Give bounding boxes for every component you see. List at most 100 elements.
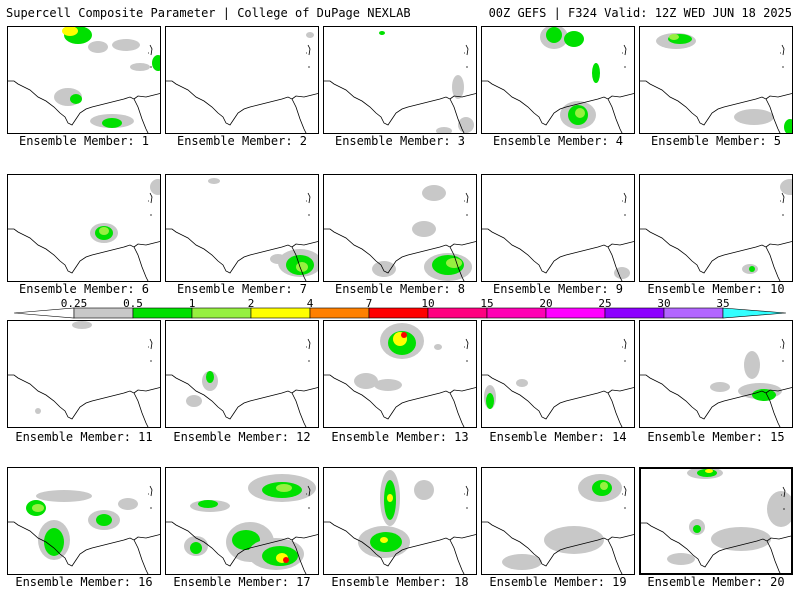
coastline xyxy=(622,485,627,509)
colorbar-tick-label: 7 xyxy=(365,297,373,310)
scp-field-map xyxy=(482,474,634,574)
ensemble-member-map-12 xyxy=(165,320,319,428)
colorbar-tick-label: 0.25 xyxy=(60,297,88,310)
coastline xyxy=(464,338,469,362)
scp-contour-fill xyxy=(118,498,138,510)
scp-contour-fill xyxy=(270,254,286,264)
scp-contour-fill xyxy=(575,108,585,118)
coastline xyxy=(482,374,623,427)
coastline xyxy=(766,535,791,542)
scp-field-map xyxy=(482,27,634,133)
scp-field-map xyxy=(324,185,476,281)
scp-contour-fill xyxy=(784,119,792,133)
coastline xyxy=(148,192,153,216)
ensemble-member-map-2 xyxy=(165,26,319,134)
coastline xyxy=(622,192,627,216)
scp-field-map xyxy=(8,321,160,427)
panel-label: Ensemble Member: 12 xyxy=(173,430,311,444)
coastline xyxy=(607,534,634,541)
ensemble-member-map-1 xyxy=(7,26,161,134)
scp-contour-fill xyxy=(401,332,407,338)
coastline xyxy=(133,93,160,100)
scp-contour-fill xyxy=(710,382,730,392)
scp-contour-fill xyxy=(372,261,396,277)
colorbar-tick-label: 25 xyxy=(598,297,612,310)
coastline xyxy=(449,241,476,248)
coastline xyxy=(449,387,476,394)
coastline xyxy=(607,241,634,248)
coastline xyxy=(641,522,781,573)
scp-field-map xyxy=(166,338,318,427)
ensemble-member-map-19 xyxy=(481,467,635,575)
scp-field-map xyxy=(166,178,318,281)
colorbar-tick-label: 15 xyxy=(480,297,494,310)
coastline xyxy=(622,338,627,362)
coastline xyxy=(148,485,153,509)
colorbar-segment xyxy=(545,307,606,319)
colorbar-tick-label: 2 xyxy=(247,297,255,310)
coastline xyxy=(482,521,623,574)
scp-contour-fill xyxy=(88,41,108,53)
scp-field-map xyxy=(8,27,160,133)
coastline xyxy=(640,80,781,133)
panel-label: Ensemble Member: 13 xyxy=(331,430,469,444)
scp-contour-fill xyxy=(306,32,314,38)
scp-field-map xyxy=(324,323,476,427)
scp-contour-fill xyxy=(614,267,630,279)
scp-contour-fill xyxy=(546,27,562,43)
colorbar-tick-label: 35 xyxy=(716,297,730,310)
ensemble-member-map-15 xyxy=(639,320,793,428)
colorbar-segment xyxy=(309,307,370,319)
coastline xyxy=(464,485,469,509)
scp-contour-fill xyxy=(72,321,92,329)
scp-contour-fill xyxy=(767,491,791,527)
scp-contour-fill xyxy=(592,63,600,83)
panel-label: Ensemble Member: 7 xyxy=(176,282,308,296)
ensemble-member-map-14 xyxy=(481,320,635,428)
scp-contour-fill xyxy=(693,525,701,533)
scp-contour-fill xyxy=(544,526,604,554)
scp-contour-fill xyxy=(32,504,44,512)
coastline xyxy=(780,338,785,362)
scp-contour-fill xyxy=(102,118,122,128)
colorbar-tick-label: 0.5 xyxy=(123,297,143,310)
scp-contour-fill xyxy=(374,379,402,391)
panel-label: Ensemble Member: 15 xyxy=(647,430,785,444)
coastline xyxy=(324,80,465,133)
coastline xyxy=(464,192,469,216)
scp-contour-fill xyxy=(283,557,289,563)
coastline xyxy=(133,387,160,394)
scp-contour-fill xyxy=(516,379,528,387)
colorbar-segment xyxy=(663,307,724,319)
panel-label: Ensemble Member: 19 xyxy=(489,575,627,589)
coastline xyxy=(640,374,781,427)
coastline xyxy=(482,228,623,281)
panel-label: Ensemble Member: 18 xyxy=(331,575,469,589)
panel-label: Ensemble Member: 2 xyxy=(176,134,308,148)
panel-label: Ensemble Member: 5 xyxy=(650,134,782,148)
panel-label: Ensemble Member: 1 xyxy=(18,134,150,148)
scp-field-map xyxy=(640,33,792,133)
colorbar-tick-label: 1 xyxy=(188,297,196,310)
scp-contour-fill xyxy=(446,258,462,268)
scp-field-map xyxy=(640,338,792,427)
scp-contour-fill xyxy=(130,63,150,71)
map-title: Supercell Composite Parameter | College … xyxy=(6,6,411,20)
coastline xyxy=(780,44,785,68)
coastline xyxy=(166,228,307,281)
scp-contour-fill xyxy=(434,344,442,350)
coastline xyxy=(8,374,149,427)
panel-label: Ensemble Member: 4 xyxy=(492,134,624,148)
coastline xyxy=(8,521,149,574)
ensemble-member-map-6 xyxy=(7,174,161,282)
scp-contour-fill xyxy=(711,527,771,551)
scp-contour-fill xyxy=(452,75,464,99)
scp-contour-fill xyxy=(667,553,695,565)
scp-contour-fill xyxy=(112,39,140,51)
scp-field-map xyxy=(8,179,160,281)
coastline xyxy=(449,93,476,100)
coastline xyxy=(622,44,627,68)
scp-contour-fill xyxy=(422,185,446,201)
scp-contour-fill xyxy=(379,31,385,35)
scp-contour-fill xyxy=(150,179,160,195)
